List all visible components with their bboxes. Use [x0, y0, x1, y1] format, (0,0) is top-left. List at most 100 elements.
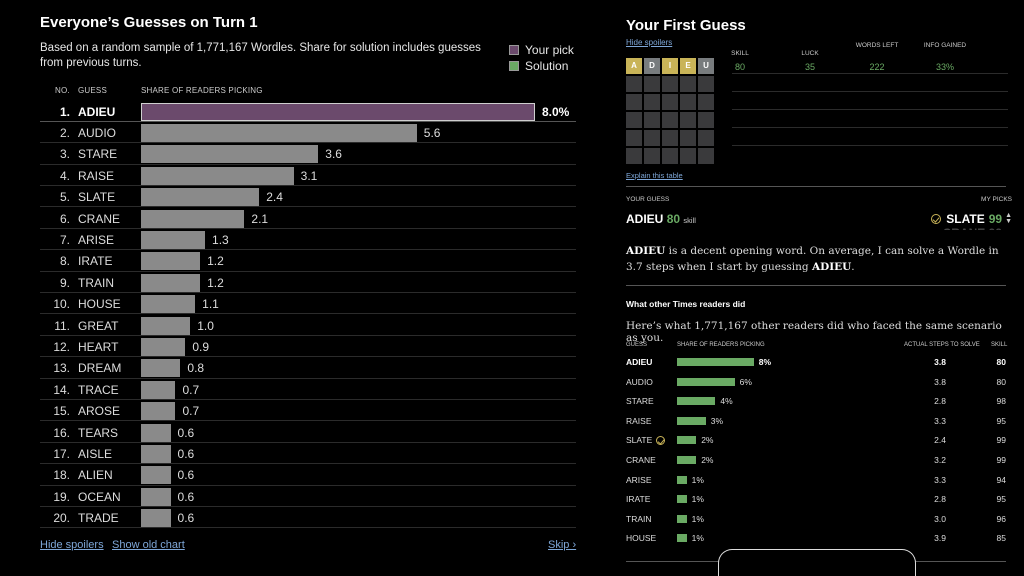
- share-value: 1.0: [197, 318, 214, 333]
- others-share-bar: [677, 495, 687, 504]
- guess-row[interactable]: 13. DREAM 0.8: [40, 357, 576, 379]
- chart-description: Based on a random sample of 1,771,167 Wo…: [40, 42, 481, 69]
- others-word: ADIEU: [626, 357, 653, 367]
- guess-row[interactable]: 14. TRACE 0.7: [40, 379, 576, 401]
- others-share-value: 2%: [701, 435, 714, 446]
- summary-word-2: ADIEU: [811, 261, 852, 273]
- guess-row[interactable]: 16. TEARS 0.6: [40, 422, 576, 443]
- others-col-steps: ACTUAL STEPS TO SOLVE: [904, 342, 980, 348]
- others-share-value: 1%: [691, 533, 704, 544]
- share-bar: [141, 230, 206, 249]
- letter-tile: D: [644, 58, 660, 74]
- guess-row[interactable]: 3. STARE 3.6: [40, 143, 576, 165]
- empty-tile: [680, 148, 696, 164]
- guess-word: ADIEU: [78, 104, 116, 119]
- explain-table-link[interactable]: Explain this table: [626, 171, 683, 180]
- others-word: STARE: [626, 396, 654, 407]
- share-value: 0.6: [177, 425, 195, 440]
- others-row[interactable]: HOUSE 1% 3.9 85: [626, 533, 1010, 553]
- guess-row[interactable]: 1. ADIEU 8.0%: [40, 101, 576, 122]
- empty-tile: [680, 94, 696, 110]
- empty-tile: [644, 76, 660, 92]
- guess-row[interactable]: 9. TRAIN 1.2: [40, 272, 576, 294]
- share-value: 8.0%: [542, 104, 570, 119]
- my-picks-label: MY PICKS: [981, 196, 1012, 203]
- others-skill: 85: [996, 533, 1006, 544]
- guess-rank: 7.: [59, 232, 70, 247]
- others-row[interactable]: TRAIN 1% 3.0 96: [626, 514, 1010, 534]
- legend: Your pick Solution: [509, 42, 574, 74]
- share-value: 0.7: [182, 382, 200, 397]
- others-skill: 99: [996, 435, 1006, 446]
- stat-value: 80: [734, 62, 745, 72]
- show-old-chart-link[interactable]: Show old chart: [112, 539, 185, 551]
- others-row[interactable]: AUDIO 6% 3.8 80: [626, 377, 1010, 397]
- others-row[interactable]: STARE 4% 2.8 98: [626, 396, 1010, 416]
- empty-tile: [698, 76, 714, 92]
- skip-link[interactable]: Skip ›: [548, 539, 577, 551]
- others-row[interactable]: ARISE 1% 3.3 94: [626, 475, 1010, 495]
- guess-rank: 13.: [53, 361, 70, 376]
- guess-row[interactable]: 20. TRADE 0.6: [40, 507, 576, 529]
- share-bar: [141, 252, 201, 271]
- others-share-value: 1%: [691, 494, 704, 505]
- guess-row[interactable]: 7. ARISE 1.3: [40, 229, 576, 251]
- your-guess-word: ADIEU: [626, 212, 664, 226]
- guess-row[interactable]: 15. AROSE 0.7: [40, 400, 576, 422]
- stats-divider: [732, 73, 1008, 74]
- share-value: 5.6: [423, 125, 441, 140]
- share-value: 1.3: [212, 232, 229, 247]
- guess-row[interactable]: 11. GREAT 1.0: [40, 315, 576, 336]
- share-value: 3.6: [325, 147, 342, 162]
- others-row[interactable]: SLATE 2% 2.4 99: [626, 435, 1010, 455]
- others-row[interactable]: CRANE 2% 3.2 99: [626, 455, 1010, 475]
- my-pick-selector[interactable]: SLATE 99 ▲ ▼: [931, 212, 1012, 226]
- others-row[interactable]: IRATE 1% 2.8 95: [626, 494, 1010, 514]
- guess-rank: 6.: [59, 211, 70, 226]
- empty-tile: [644, 112, 660, 128]
- summary-text: ADIEU is a decent opening word. On avera…: [626, 243, 1006, 275]
- stats-divider: [732, 145, 1008, 146]
- others-row[interactable]: RAISE 3% 3.3 95: [626, 416, 1010, 436]
- others-skill: 80: [996, 376, 1006, 387]
- hide-spoilers-link[interactable]: Hide spoilers: [40, 539, 104, 551]
- others-row[interactable]: ADIEU 8% 3.8 80: [626, 357, 1010, 377]
- guess-word: GREAT: [78, 318, 119, 333]
- legend-your-pick-label: Your pick: [525, 43, 574, 57]
- guess-row[interactable]: 12. HEART 0.9: [40, 336, 576, 358]
- share-bar: [141, 209, 245, 228]
- others-steps: 2.4: [934, 435, 946, 446]
- bottom-drawer-tab[interactable]: [718, 549, 916, 576]
- others-share-bar: [677, 475, 687, 484]
- chart-title: Everyone’s Guesses on Turn 1: [40, 14, 258, 31]
- guess-row[interactable]: 18. ALIEN 0.6: [40, 464, 576, 486]
- guess-row[interactable]: 4. RAISE 3.1: [40, 165, 576, 187]
- share-value: 0.6: [177, 468, 195, 483]
- others-col-guess: GUESS: [626, 342, 648, 348]
- empty-tile: [680, 76, 696, 92]
- guess-row[interactable]: 8. IRATE 1.2: [40, 250, 576, 272]
- guess-row[interactable]: 10. HOUSE 1.1: [40, 293, 576, 315]
- guess-row[interactable]: 19. OCEAN 0.6: [40, 486, 576, 508]
- empty-tile: [644, 130, 660, 146]
- empty-tile: [626, 148, 642, 164]
- legend-your-pick: Your pick: [509, 42, 574, 58]
- guess-row[interactable]: 6. CRANE 2.1: [40, 208, 576, 229]
- share-bar: [141, 316, 191, 335]
- share-bar: [141, 166, 294, 185]
- guess-row[interactable]: 2. AUDIO 5.6: [40, 122, 576, 144]
- hide-spoilers-link-right[interactable]: Hide spoilers: [626, 38, 673, 47]
- guess-rank: 8.: [59, 254, 70, 269]
- your-guess-skill: 80: [666, 212, 681, 226]
- others-share-bar: [677, 416, 706, 425]
- guess-row[interactable]: 17. AISLE 0.6: [40, 443, 576, 465]
- guesses-chart-panel: Everyone’s Guesses on Turn 1 Based on a …: [40, 0, 580, 576]
- share-bar: [141, 466, 171, 485]
- target-check-icon: [931, 214, 942, 224]
- up-down-arrows-icon[interactable]: ▲ ▼: [1005, 212, 1012, 225]
- guess-row[interactable]: 5. SLATE 2.4: [40, 186, 576, 208]
- guess-word: ARISE: [78, 232, 115, 247]
- guess-rank: 1.: [59, 104, 70, 119]
- others-skill: 95: [996, 494, 1006, 505]
